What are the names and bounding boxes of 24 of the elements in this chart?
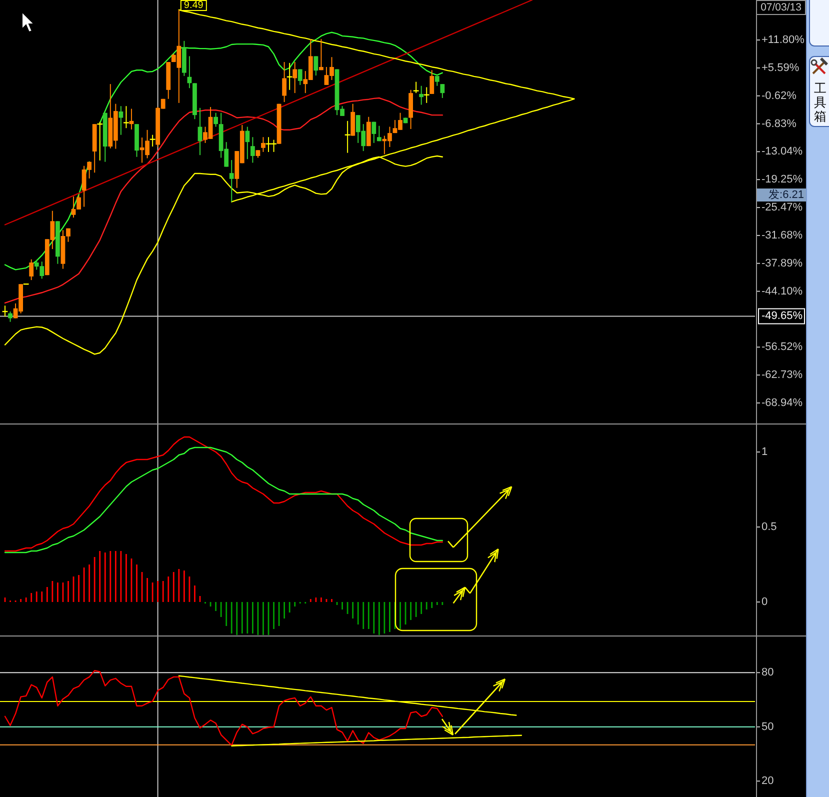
y-tick-label: -31.68%: [762, 229, 803, 242]
y-tick-label: -68.94%: [762, 396, 803, 409]
y-tick-label: 0: [762, 596, 768, 608]
text: 发:6.21: [768, 189, 804, 201]
y-tick-label: -19.25%: [762, 174, 803, 186]
y-tick-label: 0.5: [762, 521, 777, 533]
y-tick-label: -37.89%: [762, 257, 803, 270]
annotation: 9.49: [184, 0, 204, 11]
y-tick-label: -13.04%: [762, 146, 803, 158]
ref-line-label: -49.65%: [762, 310, 803, 322]
y-tick-label: -62.73%: [762, 369, 803, 382]
y-tick-label: +11.80%: [762, 34, 805, 46]
y-tick-label: -6.83%: [762, 118, 797, 130]
y-tick-label: -56.52%: [762, 341, 803, 354]
y-tick-label: 50: [762, 720, 774, 733]
y-tick-label: +5.59%: [762, 62, 800, 74]
y-tick-label: -25.47%: [762, 202, 803, 214]
text: 工具箱: [814, 82, 827, 124]
y-tick-label: 1: [762, 446, 768, 458]
y-tick-label: 20: [762, 775, 774, 788]
y-tick-label: 80: [762, 666, 774, 679]
y-tick-label: -0.62%: [762, 90, 797, 102]
text: 07/03/13: [760, 2, 802, 14]
y-tick-label: -44.10%: [762, 285, 803, 298]
